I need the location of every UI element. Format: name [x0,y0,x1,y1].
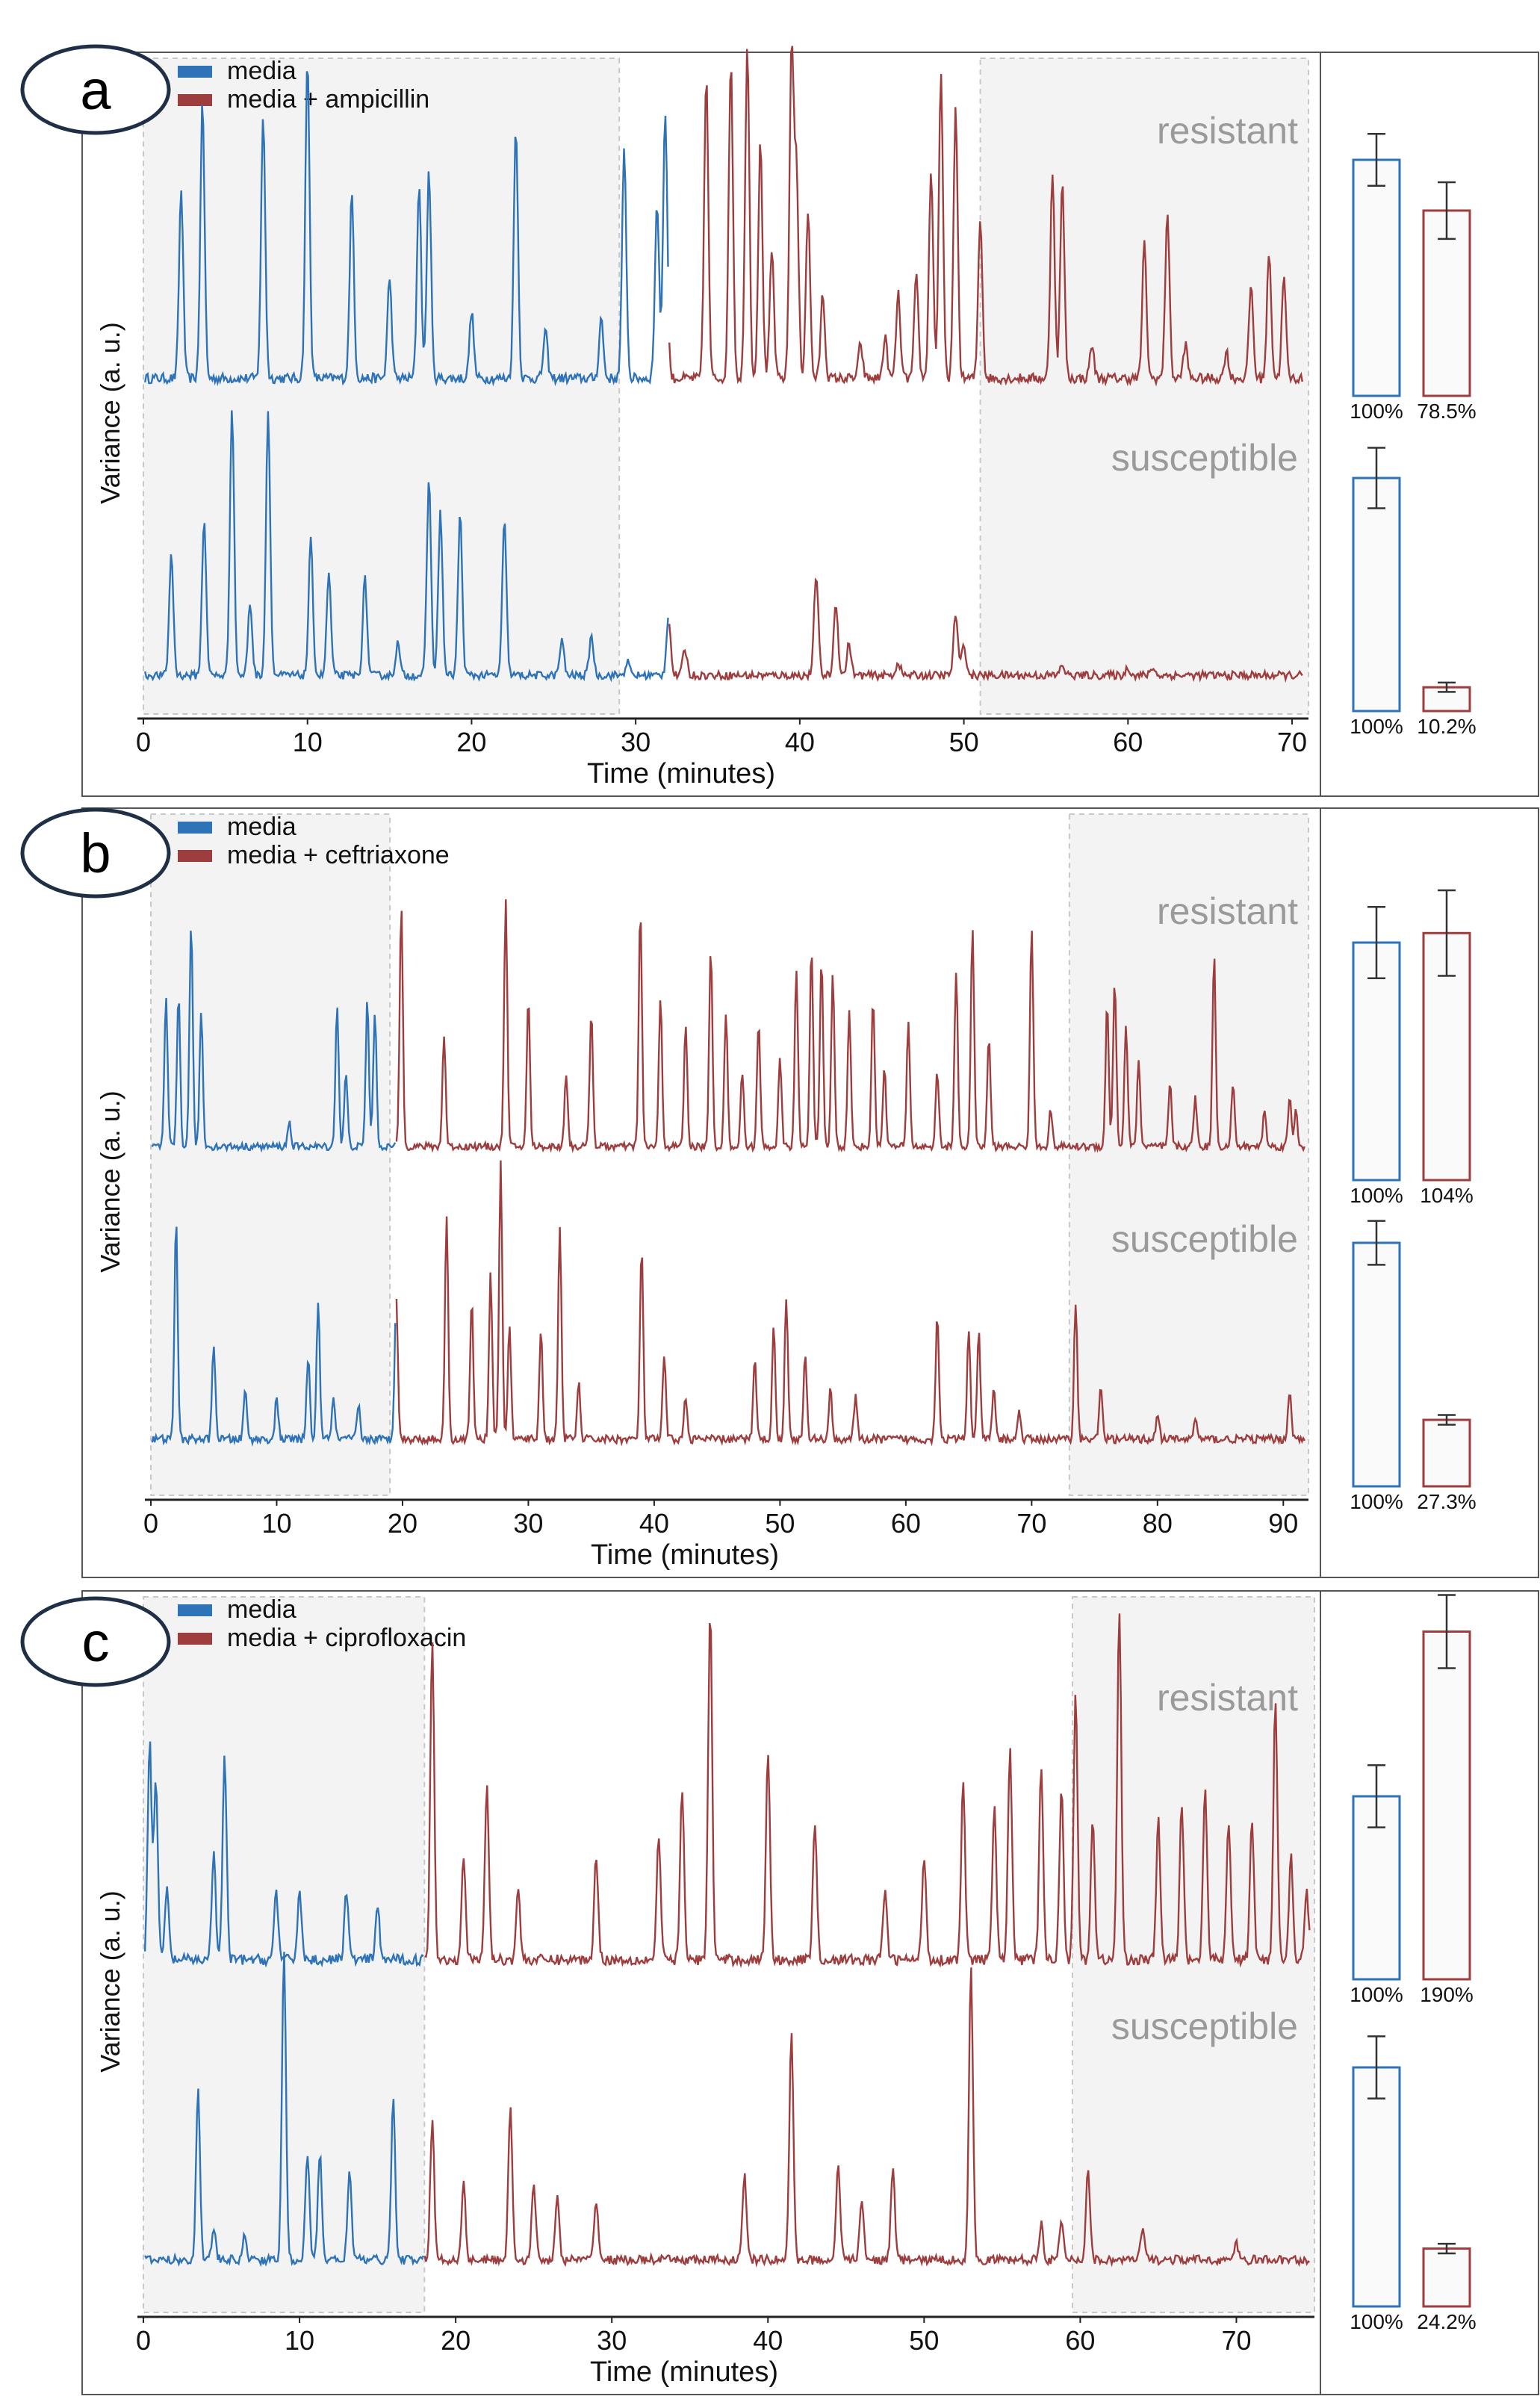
y-axis-label: Variance (a. u.) [95,1890,125,2072]
bar-value-label: 78.5% [1417,400,1476,423]
x-tick-label: 20 [441,2325,471,2356]
panel-letter-badge [20,44,171,135]
treated-trace [424,1613,1311,1969]
treated-trace [395,899,1305,1153]
x-tick-label: 40 [753,2325,783,2356]
legend-swatch [178,66,212,78]
x-tick-label: 10 [293,727,323,757]
legend-swatch [178,822,212,834]
x-tick-label: 60 [1113,727,1143,757]
media-trace [151,1226,397,1447]
treated-trace [395,1160,1305,1447]
bar-treated [1422,1418,1471,1488]
x-tick-label: 50 [909,2325,939,2356]
x-tick-label: 60 [1065,2325,1095,2356]
bar-value-label: 10.2% [1417,715,1476,738]
x-tick-label: 40 [785,727,815,757]
bar-value-label: 100% [1350,400,1403,423]
panel-letter-badge [20,1596,171,1687]
bar-media [1352,158,1401,397]
x-tick-label: 70 [1221,2325,1251,2356]
x-tick-label: 30 [513,1508,543,1539]
legend-label: media [227,813,296,841]
legend-label: media [227,57,296,85]
x-tick-label: 50 [949,727,979,757]
treated-trace [668,46,1303,387]
x-tick-label: 90 [1268,1508,1298,1539]
x-tick-label: 70 [1277,727,1307,757]
bar-value-label: 27.3% [1417,1490,1476,1513]
x-tick-label: 10 [285,2325,314,2356]
track-label-resistant: resistant [1157,890,1298,932]
media-trace [144,71,669,387]
bar-value-label: 100% [1350,2310,1403,2333]
panel-letter: c [82,1611,110,1673]
x-tick-label: 20 [388,1508,417,1539]
panel-letter-badge [20,807,171,899]
media-trace [151,931,397,1153]
treated-trace [423,1967,1311,2268]
x-tick-label: 10 [261,1508,291,1539]
bar-treated [1422,1630,1471,1981]
panel-frame [81,807,1539,1578]
bar-value-label: 24.2% [1417,2310,1476,2333]
media-trace [144,1952,424,2268]
x-tick-label: 40 [639,1508,669,1539]
x-tick-label: 50 [765,1508,795,1539]
media-trace [144,410,669,683]
x-tick-label: 70 [1016,1508,1046,1539]
shaded-region [143,58,621,715]
bar-treated [1422,209,1471,397]
shaded-region [150,813,391,1496]
x-tick-label: 30 [621,727,651,757]
panel-frame [81,1590,1539,2395]
x-axis-label: Time (minutes) [591,1539,779,1571]
legend-swatch [178,850,212,862]
x-tick-label: 80 [1143,1508,1173,1539]
panel-letter: b [80,822,111,884]
treated-trace [668,577,1303,683]
bar-media [1352,2066,1401,2308]
panel-letter: a [80,59,111,121]
bar-value-label: 100% [1350,1184,1403,1207]
y-axis-label: Variance (a. u.) [95,1090,125,1272]
x-tick-label: 0 [143,1508,158,1539]
bar-value-label: 100% [1350,715,1403,738]
panel-frame [81,52,1539,797]
bar-media [1352,1241,1401,1488]
legend-label: media [227,1595,296,1624]
x-tick-label: 60 [891,1508,921,1539]
bar-value-label: 100% [1350,1983,1403,2006]
x-axis-label: Time (minutes) [587,758,775,789]
y-axis-label: Variance (a. u.) [95,322,125,503]
legend-label: media + ampicillin [227,85,429,114]
bar-value-label: 104% [1420,1184,1474,1207]
x-tick-label: 20 [456,727,486,757]
shaded-region [1068,813,1310,1496]
legend-swatch [178,1604,212,1616]
shaded-region [979,58,1309,715]
track-label-susceptible: susceptible [1111,437,1298,479]
x-tick-label: 0 [136,727,151,757]
x-tick-label: 30 [597,2325,627,2356]
x-tick-label: 0 [136,2325,151,2356]
bar-treated [1422,2247,1471,2308]
legend-label: media + ciprofloxacin [227,1624,466,1652]
bar-media [1352,941,1401,1182]
bar-media [1352,477,1401,713]
bar-value-label: 100% [1350,1490,1403,1513]
track-label-resistant: resistant [1157,1677,1298,1719]
legend-swatch [178,1633,212,1645]
track-label-susceptible: susceptible [1111,2005,1298,2047]
track-label-resistant: resistant [1157,110,1298,152]
x-axis-label: Time (minutes) [590,2356,778,2388]
legend-label: media + ceftriaxone [227,841,450,869]
legend-swatch [178,94,212,106]
bar-value-label: 190% [1420,1983,1474,2006]
track-label-susceptible: susceptible [1111,1218,1298,1260]
